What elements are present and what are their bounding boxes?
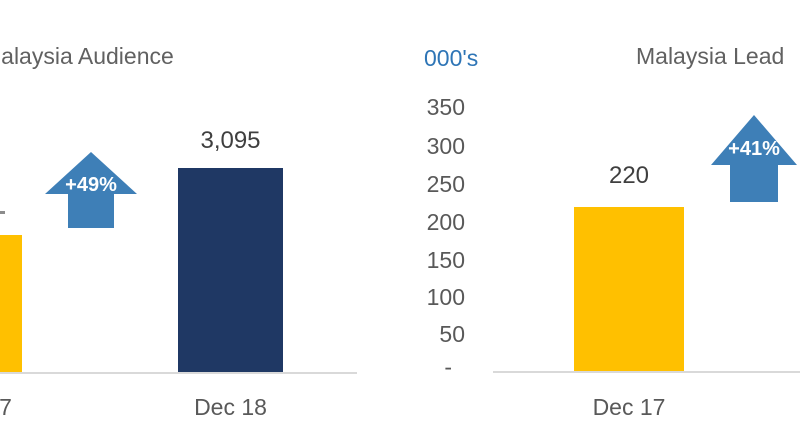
leads-chart: 000's Malaysia Lead 350 300 250 200 150 …	[400, 0, 800, 440]
leads-dec17-value: 220	[608, 162, 650, 189]
clipped-value-label-fragment	[0, 211, 5, 214]
y-tick-200: 200	[426, 209, 465, 235]
y-tick-300: 300	[426, 133, 465, 159]
y-tick-350: 350	[426, 94, 465, 120]
audience-dec18-category-label: Dec 18	[194, 394, 267, 420]
y-tick-50: 50	[439, 321, 465, 347]
leads-x-axis-line	[493, 371, 800, 373]
audience-x-axis-line	[0, 372, 357, 374]
leads-chart-title: Malaysia Lead	[636, 43, 785, 69]
y-tick-zero: -	[444, 354, 452, 380]
y-tick-150: 150	[426, 247, 465, 273]
audience-bar-dec17	[0, 235, 22, 373]
leads-bar-dec17	[574, 207, 684, 371]
y-tick-100: 100	[426, 284, 465, 310]
leads-dec17-category-label: Dec 17	[592, 394, 666, 420]
growth-arrow-up-icon: +49%	[45, 152, 137, 228]
leads-units-label: 000's	[424, 45, 479, 71]
audience-chart: Malaysia Audience +49% 3,095 Dec 17 Dec …	[0, 43, 357, 420]
audience-bar-dec18	[178, 168, 283, 373]
audience-dec18-value: 3,095	[200, 127, 261, 154]
audience-dec17-category-label: Dec 17	[0, 394, 12, 420]
audience-growth-label: +49%	[65, 174, 117, 196]
growth-arrow-up-icon: +41%	[711, 115, 797, 202]
leads-growth-label: +41%	[728, 138, 780, 160]
y-tick-250: 250	[426, 171, 465, 197]
audience-chart-title: Malaysia Audience	[0, 43, 174, 69]
